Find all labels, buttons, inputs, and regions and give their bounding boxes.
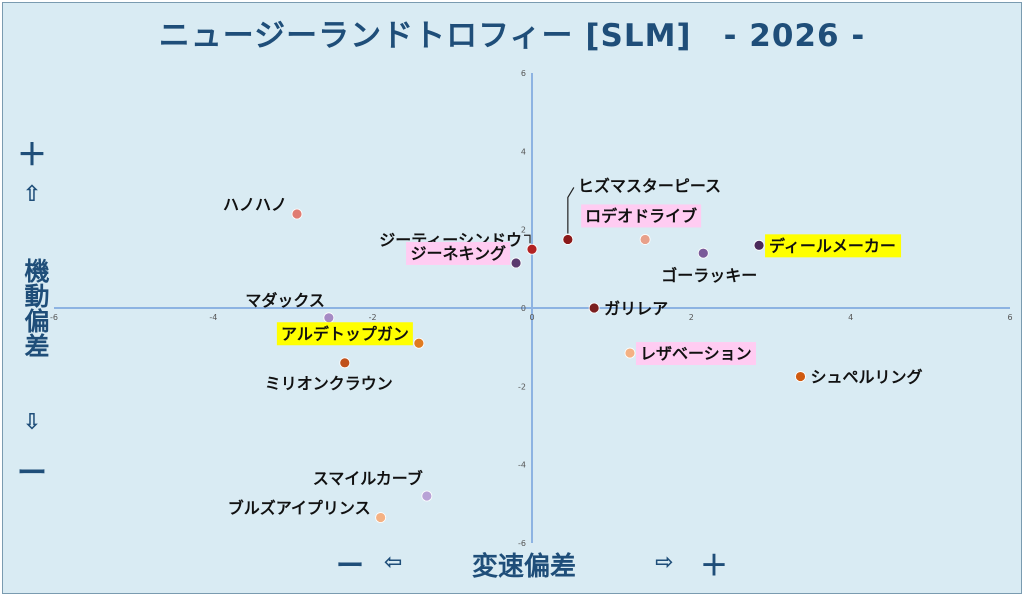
data-point — [413, 337, 425, 349]
data-point — [562, 234, 574, 245]
y-axis-label: 機動偏差 — [21, 258, 50, 358]
x-tick-label: -6 — [50, 313, 58, 322]
y-tick-label: -4 — [518, 461, 526, 470]
label-highlight — [276, 322, 413, 346]
label-leader-line — [567, 187, 575, 234]
y-tick-label: 2 — [521, 226, 526, 235]
point-label: ゴーラッキー — [661, 266, 757, 285]
data-point — [624, 347, 636, 359]
data-point — [639, 234, 651, 245]
right-arrow-icon: ⇨ — [655, 550, 674, 575]
x-tick-label: 6 — [1007, 313, 1012, 322]
point-label: ガリレア — [604, 299, 668, 318]
point-label: ディールメーカー — [769, 236, 896, 255]
label-highlight — [581, 204, 702, 228]
y-tick-label: -2 — [518, 382, 526, 391]
data-point — [697, 247, 709, 259]
y-tick-label: 6 — [521, 69, 526, 78]
point-label: マダックス — [245, 291, 325, 310]
label-highlight — [406, 241, 511, 265]
label-highlight — [765, 234, 902, 258]
x-tick-label: -4 — [209, 313, 217, 322]
up-arrow-icon: ⇧ — [22, 182, 42, 207]
x-axis-minus-sign: ー — [336, 549, 365, 582]
point-label: ブルズアイプリンス — [228, 499, 371, 518]
data-point — [526, 243, 538, 255]
y-tick-label: 0 — [521, 304, 526, 313]
label-highlight — [635, 342, 756, 366]
y-tick-label: -6 — [518, 539, 526, 548]
data-point — [510, 257, 522, 269]
x-axis-plus-sign: ＋ — [700, 549, 729, 582]
left-arrow-icon: ⇦ — [384, 550, 403, 575]
data-point — [588, 302, 600, 314]
y-tick-label: 4 — [521, 147, 526, 156]
x-axis-label: 変速偏差 — [472, 552, 577, 582]
data-point — [375, 512, 387, 523]
point-label: ミリオンクラウン — [265, 374, 393, 393]
y-axis-minus-sign: ー — [17, 456, 47, 491]
x-tick-label: 4 — [848, 313, 853, 322]
data-point — [795, 371, 806, 382]
x-tick-label: -2 — [369, 313, 377, 322]
point-label: ヒズマスターピース — [578, 176, 721, 195]
point-label: ジーネキング — [411, 244, 507, 263]
point-label: レザベーション — [640, 344, 752, 363]
data-point — [421, 490, 433, 502]
point-label: アルデトップガン — [281, 324, 409, 343]
x-tick-label: 2 — [689, 313, 694, 322]
chart-title: ニュージーランドトロフィー [SLM] - 2026 - — [158, 18, 866, 54]
data-point — [323, 312, 335, 324]
data-point — [753, 239, 765, 251]
data-point — [339, 357, 351, 369]
point-label: シュペルリング — [810, 368, 922, 387]
point-label: スマイルカーブ — [313, 469, 423, 488]
down-arrow-icon: ⇩ — [22, 410, 42, 435]
label-leader-line — [524, 234, 531, 244]
x-tick-label: 0 — [529, 313, 534, 322]
data-point — [291, 208, 303, 220]
point-label: ロデオドライブ — [585, 206, 697, 225]
point-label: ハノハノ — [223, 195, 287, 214]
y-axis-plus-sign: ＋ — [17, 138, 47, 173]
